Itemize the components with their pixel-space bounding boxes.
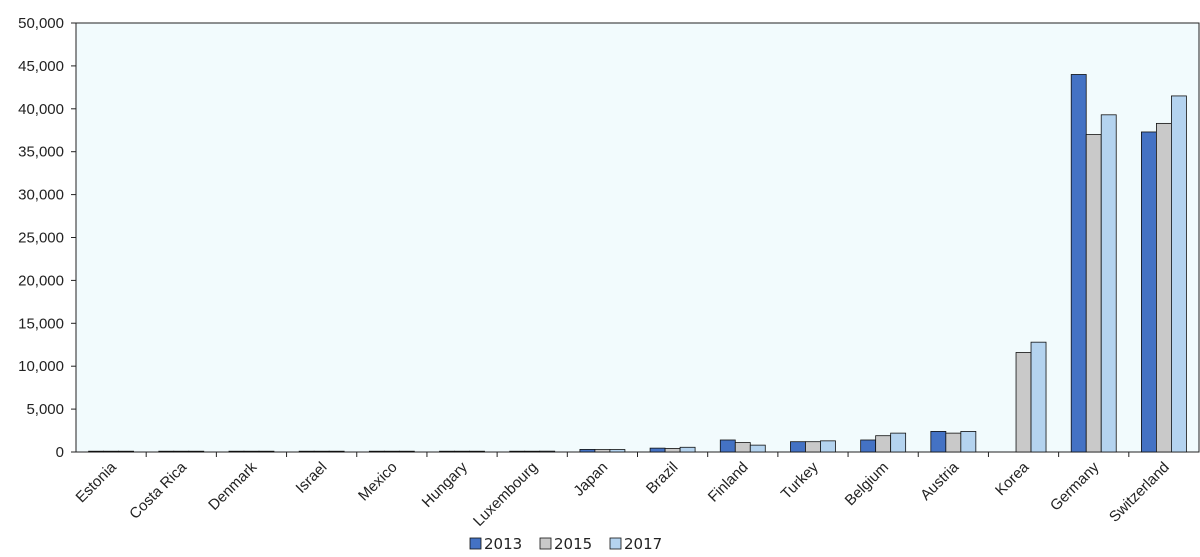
bar-2015	[243, 450, 260, 453]
legend-label-2015: 2015	[554, 535, 592, 553]
bar-2015	[734, 442, 751, 453]
bar-2017	[609, 449, 626, 453]
bar-2013	[88, 450, 104, 453]
bar-2015	[945, 432, 962, 453]
y-tick-label: 20,000	[18, 272, 64, 289]
x-category-label: Estonia	[73, 458, 121, 506]
x-category-label: Hungary	[419, 458, 471, 510]
bar-2013	[158, 450, 175, 453]
x-category-label: Austria	[917, 458, 962, 503]
x-category-label: Luxembourg	[470, 459, 541, 530]
bar-2017	[469, 450, 485, 453]
bar-2015	[594, 449, 611, 453]
bar-2013	[439, 450, 455, 453]
legend-label-2017: 2017	[624, 535, 662, 553]
legend: 2013 2015 2017	[469, 535, 662, 553]
bar-2015	[173, 450, 190, 453]
legend-swatch-2015	[539, 537, 552, 550]
x-category-label: Belgium	[842, 459, 892, 509]
bar-2013	[790, 441, 806, 453]
x-category-label: Brazil	[643, 459, 682, 498]
x-category-label: Japan	[570, 459, 611, 500]
legend-label-2013: 2013	[484, 535, 522, 553]
y-tick-label: 30,000	[18, 187, 64, 204]
y-tick-label: 50,000	[18, 15, 64, 32]
bar-2015	[664, 447, 681, 453]
bar-2017	[539, 450, 556, 453]
y-tick-label: 15,000	[18, 315, 64, 332]
bar-2015	[524, 450, 541, 453]
legend-swatch-2013	[469, 537, 482, 550]
y-tick-label: 10,000	[18, 358, 64, 375]
x-category-label: Israel	[293, 459, 331, 497]
y-tick-label: 25,000	[18, 230, 64, 247]
x-category-label: Finland	[705, 459, 752, 506]
bar-2015	[1015, 352, 1032, 453]
bar-2017	[960, 431, 977, 453]
bar-2017	[1030, 341, 1047, 453]
bar-2013	[1070, 74, 1087, 453]
plot-area	[75, 22, 1200, 453]
y-tick-label: 5,000	[26, 401, 64, 418]
bar-2013	[719, 439, 736, 453]
y-tick-label: 45,000	[18, 58, 64, 75]
bar-2017	[188, 450, 205, 453]
x-axis: Estonia Costa Rica Denmark Israel Mexico Hung…	[73, 452, 1173, 530]
bar-2017	[1171, 95, 1187, 453]
bars	[88, 74, 1187, 453]
x-category-label: Korea	[992, 458, 1033, 499]
bar-2013	[860, 439, 877, 453]
bar-2017	[679, 446, 696, 453]
bar-2013	[368, 450, 385, 453]
y-axis: 0 5,000 10,000 15,000 20,000 25,000 30,000 35,0…	[18, 15, 76, 461]
bar-2017	[890, 432, 907, 453]
y-tick-label: 0	[56, 444, 64, 461]
bar-2015	[1085, 134, 1102, 453]
bar-2015	[454, 450, 470, 453]
bar-2017	[328, 450, 345, 453]
bar-2013	[298, 450, 315, 453]
bar-2013	[649, 447, 666, 453]
bar-2013	[228, 450, 245, 453]
bar-2015	[1156, 122, 1172, 453]
bar-2017	[1100, 114, 1117, 453]
x-category-label: Germany	[1047, 458, 1103, 514]
bar-2017	[258, 450, 275, 453]
bar-2013	[1141, 131, 1157, 453]
bar-2017	[118, 450, 134, 453]
bar-2015	[103, 450, 119, 453]
y-tick-label: 40,000	[18, 101, 64, 118]
y-tick-label: 35,000	[18, 144, 64, 161]
bar-2013	[930, 431, 947, 453]
bar-2013	[509, 450, 526, 453]
bar-2015	[875, 435, 892, 453]
bar-2017	[820, 440, 836, 453]
legend-swatch-2017	[609, 537, 622, 550]
bar-2015	[805, 441, 821, 453]
x-category-label: Costa Rica	[126, 458, 190, 522]
x-category-label: Switzerland	[1106, 459, 1173, 526]
bar-2015	[383, 450, 400, 453]
bar-2015	[313, 450, 330, 453]
x-category-label: Turkey	[778, 458, 822, 502]
bar-2017	[749, 444, 766, 453]
x-category-label: Mexico	[355, 459, 401, 505]
bar-2013	[579, 449, 596, 453]
x-category-label: Denmark	[205, 458, 260, 513]
bar-2017	[398, 450, 415, 453]
